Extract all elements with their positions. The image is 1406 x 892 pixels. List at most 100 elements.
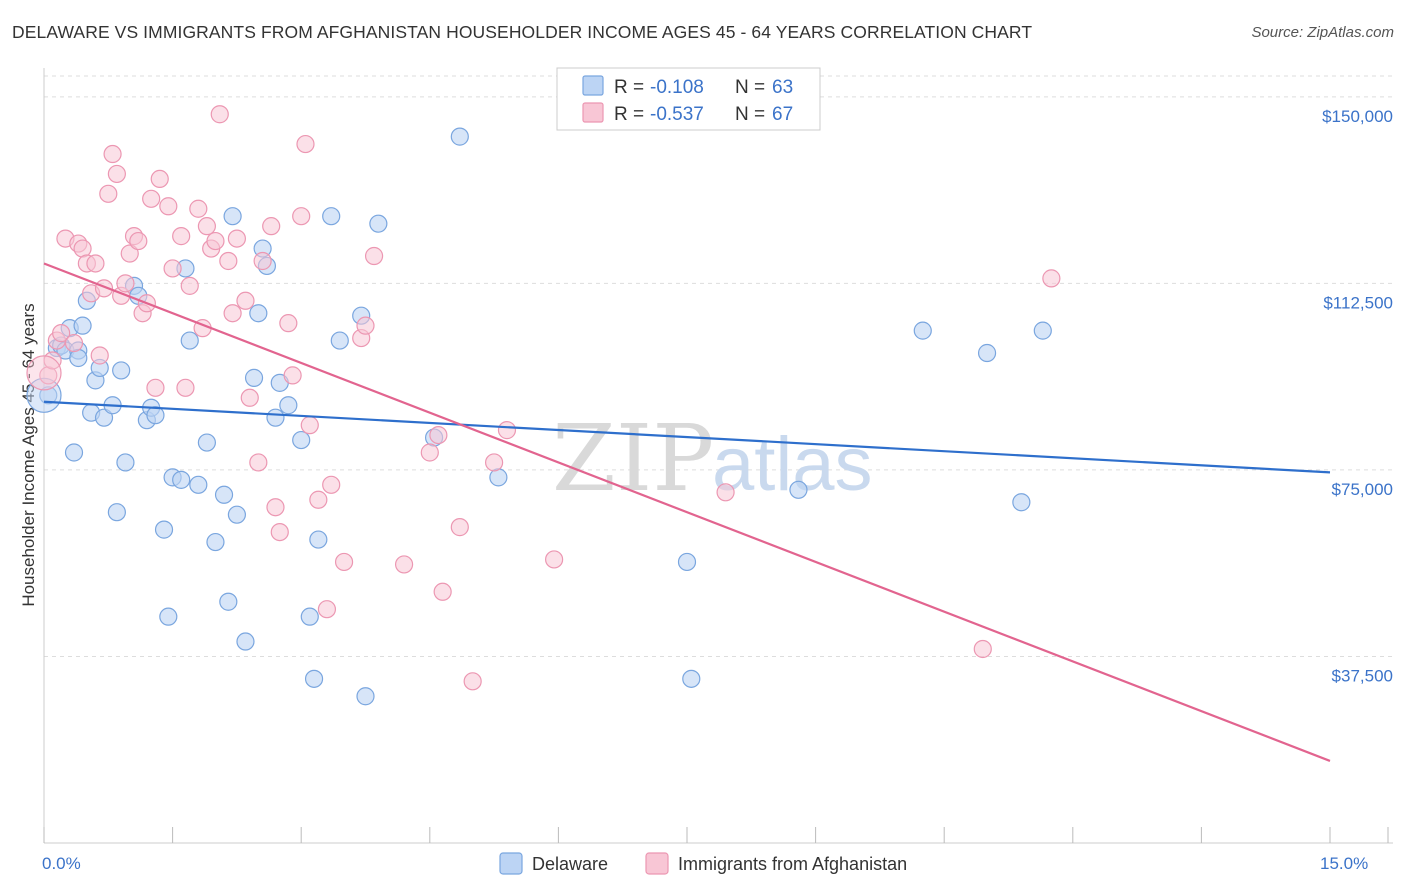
afghan-point <box>545 550 564 569</box>
afghan-point <box>300 416 319 435</box>
bottom-legend: Delaware Immigrants from Afghanistan <box>499 852 907 875</box>
delaware-point <box>279 396 298 415</box>
delaware-point <box>159 607 178 626</box>
delaware-point <box>172 470 191 489</box>
chart-title: DELAWARE VS IMMIGRANTS FROM AFGHANISTAN … <box>12 22 1033 42</box>
afghan-point <box>433 582 452 601</box>
delaware-point <box>112 361 131 380</box>
afghan-point <box>973 639 992 659</box>
afghan-point <box>129 231 148 251</box>
delaware-point <box>450 127 469 146</box>
afghan-point <box>296 134 315 154</box>
afghan-point <box>364 246 384 266</box>
delaware-point <box>64 443 84 462</box>
afghan-point <box>253 251 272 271</box>
y-tick-label: $37,500 <box>1332 666 1393 685</box>
afghan-point <box>90 346 109 365</box>
delaware-point <box>219 592 238 611</box>
delaware-point <box>369 214 388 233</box>
afghan-point <box>1042 269 1061 288</box>
afghan-point <box>497 421 517 440</box>
afghan-point <box>189 199 208 218</box>
delaware-point <box>69 348 88 368</box>
afghan-point <box>103 144 122 164</box>
delaware-point <box>244 368 264 387</box>
afghan-point <box>150 169 169 189</box>
delaware-point <box>223 207 242 226</box>
afghan-point <box>429 425 448 445</box>
afghan-point <box>292 207 311 226</box>
delaware-point <box>677 552 697 572</box>
delaware-point <box>249 304 268 323</box>
delaware-point <box>94 408 114 427</box>
afghan-point <box>107 164 126 184</box>
bottom-legend-afghan-label: Immigrants from Afghanistan <box>678 854 907 874</box>
afghan-point <box>142 189 161 208</box>
source-label: Source: ZipAtlas.com <box>1251 24 1394 41</box>
delaware-point <box>73 316 92 335</box>
delaware-points <box>26 127 1052 706</box>
delaware-point <box>322 207 341 226</box>
afghan-point <box>210 105 229 124</box>
afghan-point <box>463 672 482 691</box>
afghan-point <box>279 314 298 333</box>
legend-afghan-n-label: N = <box>735 104 765 125</box>
afghan-point <box>317 600 337 619</box>
afghan-point <box>270 522 289 542</box>
legend-delaware-swatch <box>582 75 604 96</box>
bottom-legend-afghan-swatch <box>645 852 669 875</box>
delaware-point <box>292 430 311 450</box>
afghan-point <box>240 388 259 407</box>
delaware-point <box>180 331 199 350</box>
delaware-point <box>489 468 508 487</box>
delaware-point <box>977 343 997 363</box>
afghan-point <box>99 184 118 203</box>
delaware-point <box>913 321 932 340</box>
afghan-point <box>86 254 105 273</box>
afghan-point <box>197 217 216 236</box>
delaware-point <box>154 520 174 539</box>
grid <box>44 75 1395 657</box>
watermark-zip: ZIP <box>552 405 714 512</box>
y-axis-title: Householder Income Ages 45 - 64 years <box>19 303 38 606</box>
delaware-point <box>789 480 808 499</box>
afghan-point <box>223 304 242 323</box>
delaware-trend-line <box>43 400 1331 474</box>
afghan-point <box>262 217 281 236</box>
delaware-point <box>189 475 208 494</box>
delaware-point <box>682 669 701 688</box>
afghan-point <box>176 378 195 397</box>
delaware-point <box>266 408 285 427</box>
afghan-point <box>450 518 469 537</box>
afghan-point <box>356 316 375 335</box>
afghan-point <box>159 197 178 216</box>
axes <box>43 68 1393 844</box>
x-tick-label-min: 0.0% <box>42 854 81 873</box>
afghan-point <box>206 231 225 251</box>
afghan-point <box>219 251 238 271</box>
delaware-point <box>330 331 349 350</box>
legend-afghan-n-value: 67 <box>772 104 793 125</box>
y-tick-label: $150,000 <box>1322 107 1393 126</box>
delaware-point <box>107 503 126 522</box>
trend-lines <box>43 262 1331 762</box>
bottom-legend-delaware-swatch <box>499 852 523 875</box>
afghan-point <box>334 552 354 572</box>
watermark: ZIP atlas <box>552 405 873 512</box>
delaware-point <box>1012 493 1031 512</box>
delaware-point <box>146 406 165 425</box>
delaware-point <box>116 453 135 472</box>
delaware-point <box>197 433 216 452</box>
delaware-point <box>356 687 375 706</box>
legend-afghan-swatch <box>582 102 604 123</box>
afghan-point-large <box>26 355 62 391</box>
y-tick-labels: $37,500 $75,000 $112,500 $150,000 <box>1322 107 1393 686</box>
afghan-point <box>236 291 255 310</box>
afghan-point <box>64 333 84 353</box>
legend-delaware-n-label: N = <box>735 77 765 98</box>
afghan-point <box>283 366 302 385</box>
afghan-point <box>266 498 285 517</box>
afghan-point <box>309 490 328 509</box>
y-tick-label: $112,500 <box>1323 293 1393 312</box>
